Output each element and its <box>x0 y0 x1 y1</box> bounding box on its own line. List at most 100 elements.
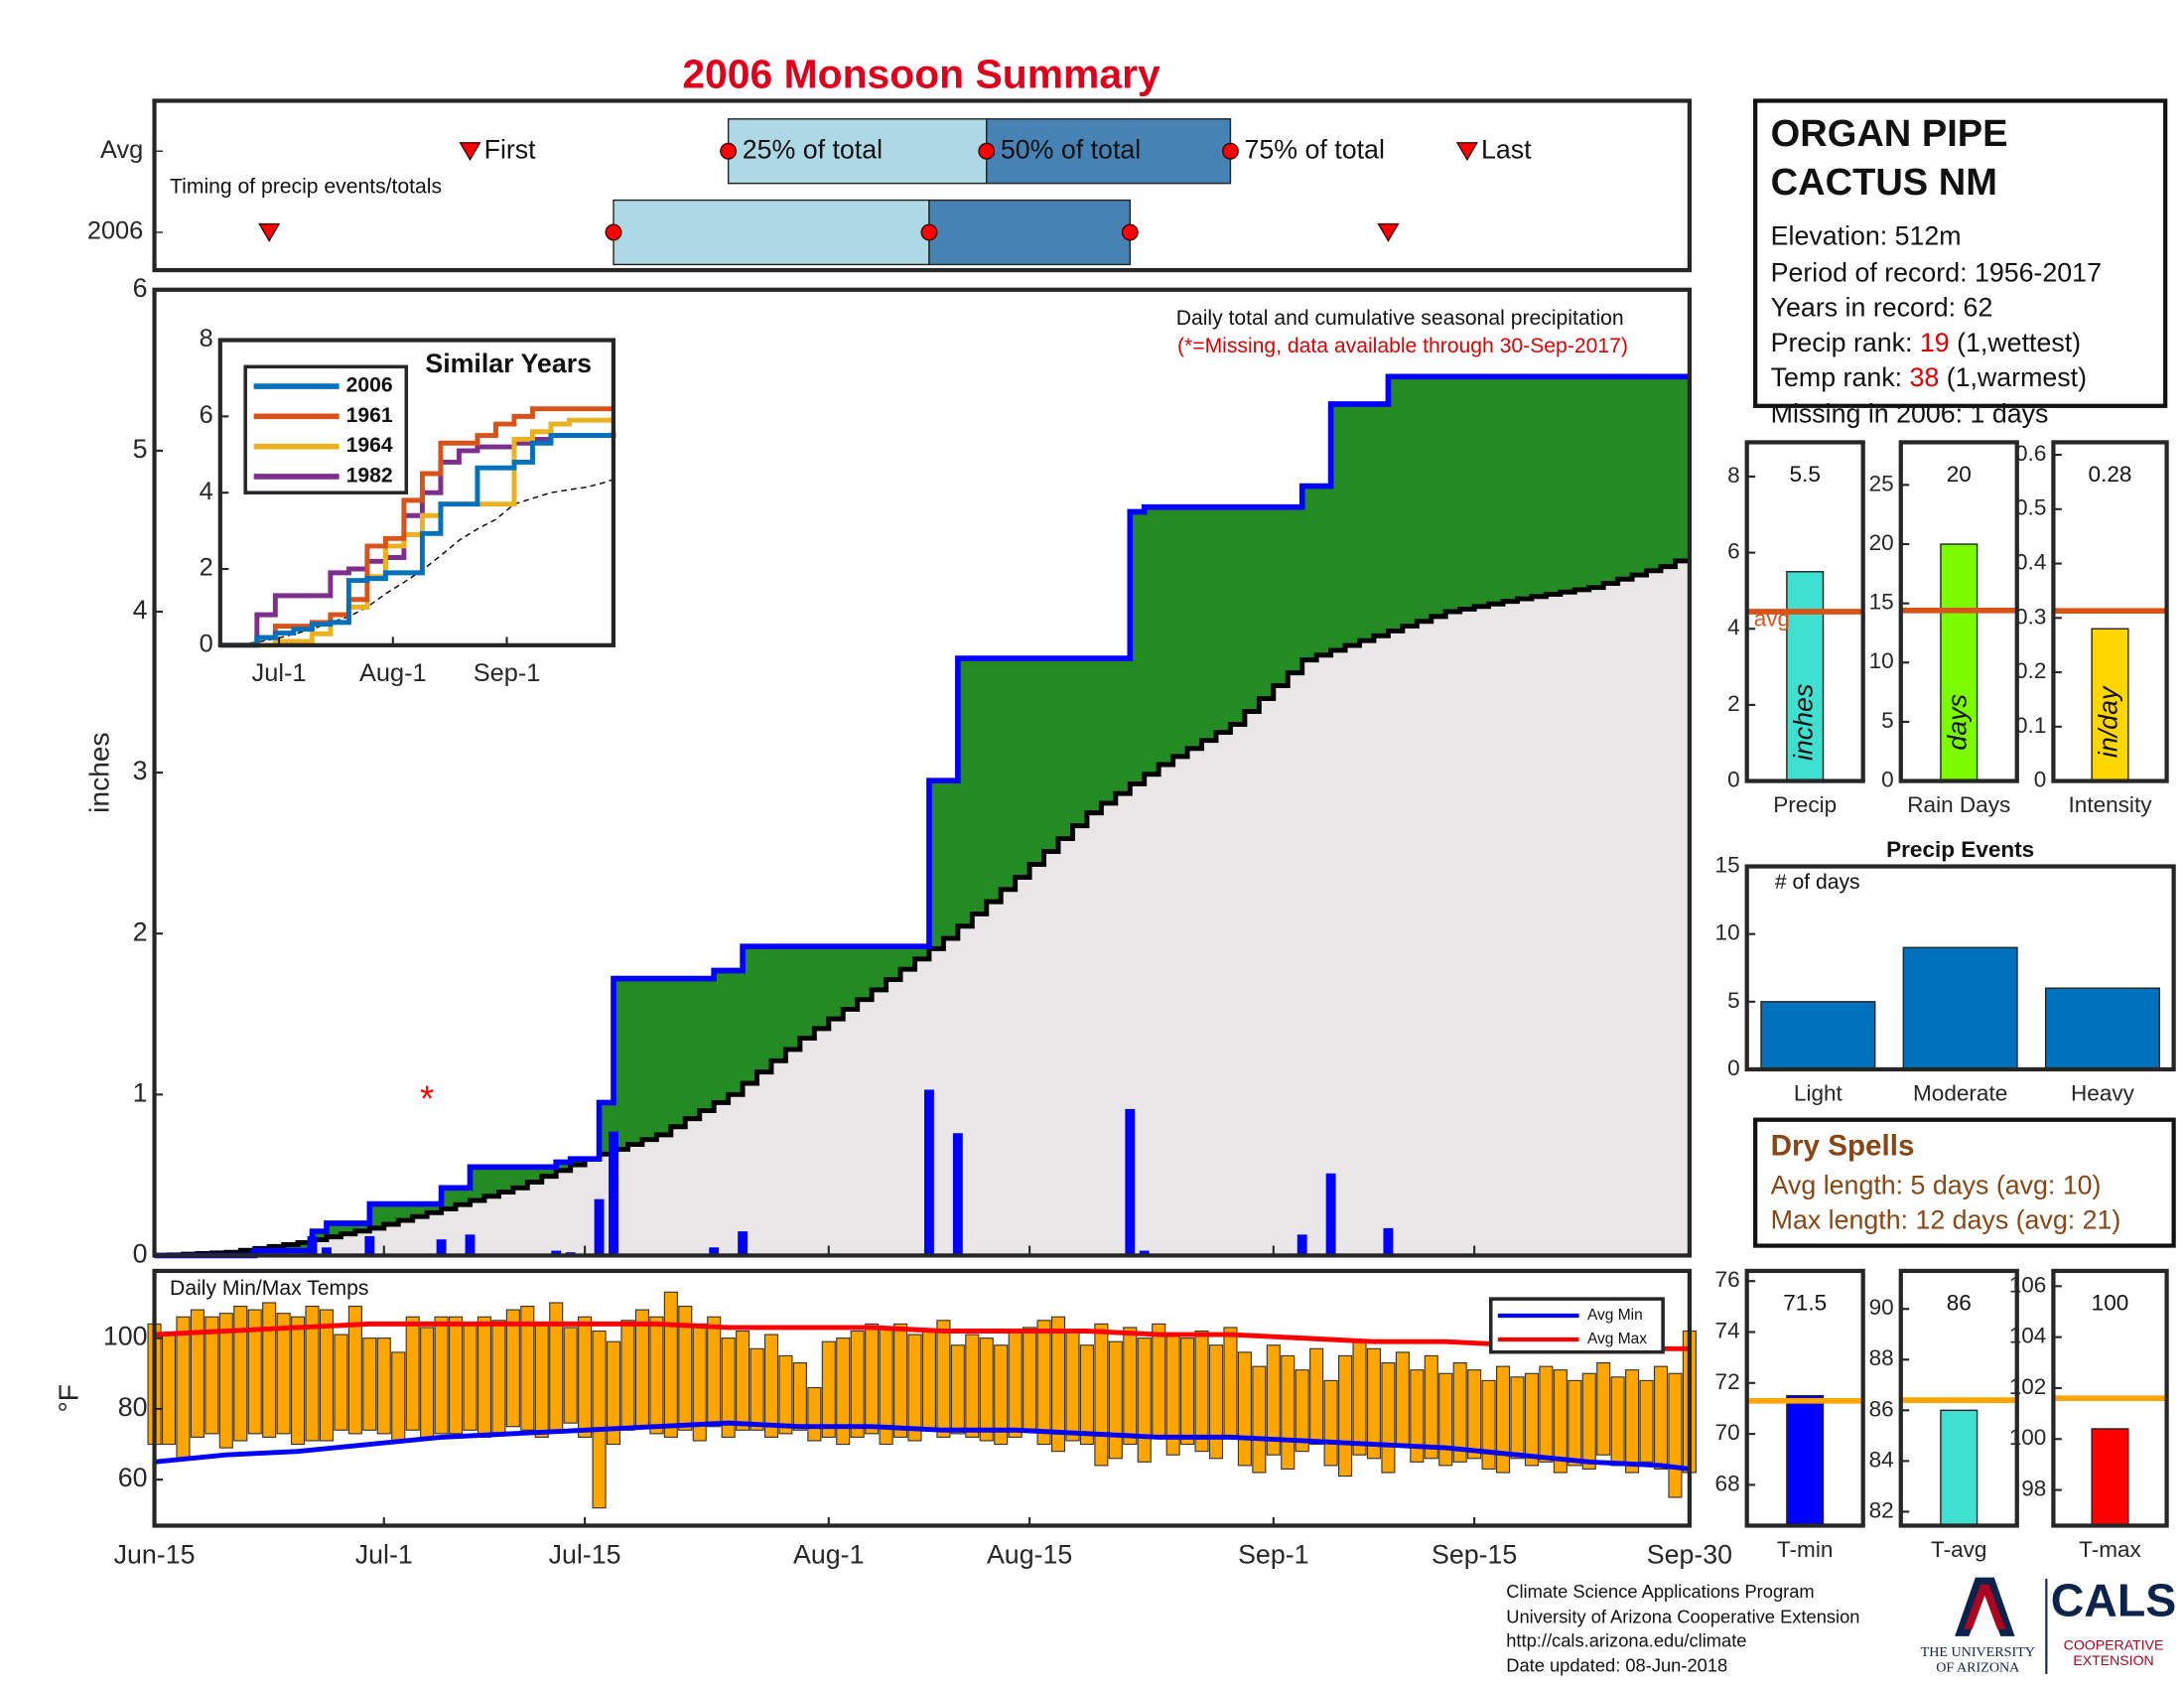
temp-range-bar <box>233 1306 248 1442</box>
y-tick-label: 80 <box>118 1392 148 1422</box>
legend-label: Avg Max <box>1587 1331 1647 1347</box>
daily-precip-bar <box>1383 1227 1394 1256</box>
cals-logo: CALS <box>2051 1575 2177 1626</box>
temp-range-bar <box>1137 1337 1152 1463</box>
temp-range-bar <box>1050 1316 1066 1453</box>
temp-range-bar <box>950 1344 965 1435</box>
temp-range-bar <box>434 1316 449 1435</box>
cumulative-precip <box>154 373 1690 1259</box>
temp-range-bar <box>448 1316 464 1435</box>
y-tick-label: 5 <box>1727 988 1740 1013</box>
temp-range-bar <box>763 1334 779 1438</box>
temp-range-bar <box>936 1320 951 1438</box>
x-tick-label: Aug-1 <box>793 1540 864 1570</box>
category-label: T-min <box>1777 1537 1833 1562</box>
daily-precip-bar <box>364 1235 375 1256</box>
bar <box>1786 571 1825 782</box>
temp-range-bar <box>865 1323 880 1435</box>
y-tick-label: 2 <box>1727 691 1740 716</box>
temp-range-bar <box>736 1330 751 1431</box>
temp-range-bar <box>721 1337 736 1438</box>
x-tick-label: Sep-1 <box>474 659 541 687</box>
category-label: Moderate <box>1913 1080 2007 1105</box>
daily-precip-bar <box>924 1089 934 1256</box>
y-tick-label: 4 <box>133 595 148 625</box>
temp-range-bar <box>807 1386 822 1442</box>
daily-precip-bar <box>1139 1250 1150 1256</box>
daily-precip-bar <box>465 1234 476 1256</box>
y-tick-label: 2 <box>133 916 148 946</box>
y-tick-label: 86 <box>1869 1396 1894 1421</box>
temp-range-bar <box>707 1316 722 1428</box>
y-tick-label: 25 <box>1869 471 1894 495</box>
value-label: 5.5 <box>1790 462 1821 487</box>
average-label: avg <box>1754 606 1790 631</box>
y-tick-label: 84 <box>1869 1447 1894 1472</box>
rank-note: (1,warmest) <box>1939 362 2087 392</box>
y-tick-label: 8 <box>1727 463 1740 488</box>
temp-range-bar <box>247 1309 262 1435</box>
legend-label: 1961 <box>346 404 393 427</box>
bar <box>2091 1428 2129 1527</box>
daily-precip-bar <box>551 1250 562 1256</box>
daily-precip-bar <box>952 1133 963 1256</box>
x-tick-label: Jul-1 <box>355 1540 413 1570</box>
station-missing: Missing in 2006: 1 days <box>1771 399 2049 429</box>
daily-precip-bar <box>1297 1234 1307 1256</box>
temp-range-bar <box>1223 1327 1238 1438</box>
y-tick-label: 20 <box>1869 530 1894 555</box>
temp-range-bar <box>376 1337 391 1435</box>
station-elevation: Elevation: 512m <box>1771 221 1962 251</box>
rank-label: Temp rank: <box>1771 362 1910 392</box>
temp-range-bar <box>907 1334 922 1442</box>
category-label: Rain Days <box>1907 792 2010 817</box>
x-tick-label: Aug-1 <box>359 659 427 687</box>
y-tick-label: 70 <box>1715 1420 1740 1445</box>
category-label: Intensity <box>2069 792 2153 817</box>
temp-range-bar <box>1065 1330 1080 1442</box>
temp-range-bar <box>1581 1372 1596 1471</box>
timing-subtitle: Timing of precip events/totals <box>170 175 442 198</box>
row-label: Avg <box>100 136 143 164</box>
y-tick-label: 104 <box>2009 1324 2047 1348</box>
temp-range-bar <box>821 1340 836 1438</box>
y-tick-label: 72 <box>1715 1369 1740 1394</box>
dry-spells-line: Max length: 12 days (avg: 21) <box>1771 1205 2121 1235</box>
surplus-area <box>154 376 1690 1256</box>
value-label: 100 <box>2092 1291 2129 1316</box>
temp-rank: Temp rank: 38 (1,warmest) <box>1771 362 2087 392</box>
missing-marker: * <box>420 1078 434 1119</box>
x-tick-label: Sep-30 <box>1647 1540 1732 1570</box>
daily-precip-bar <box>249 1250 260 1256</box>
station-name: ORGAN PIPE <box>1771 113 2008 155</box>
temp-range-bar <box>305 1306 320 1442</box>
legend-label: 2006 <box>346 374 393 397</box>
timing-marker <box>1455 142 1478 162</box>
temp-range-bar <box>1653 1365 1669 1471</box>
y-axis-label: °F <box>52 1384 83 1413</box>
axes-frame <box>1744 1268 1865 1528</box>
marker-label: First <box>484 134 537 164</box>
ua-text: THE UNIVERSITY <box>1921 1644 2035 1660</box>
rank-value: 38 <box>1909 362 1939 392</box>
temp-range-bar <box>965 1334 980 1438</box>
x-tick-label: Sep-15 <box>1432 1540 1517 1570</box>
y-tick-label: 2 <box>200 554 213 582</box>
temp-range-bar <box>1395 1351 1410 1446</box>
similar-year-line <box>219 431 616 648</box>
legend-label: Avg Min <box>1587 1307 1643 1324</box>
temp-range-bar <box>1539 1365 1554 1463</box>
legend-label: 1964 <box>346 434 393 457</box>
temp-range-bar <box>1668 1372 1683 1498</box>
y-tick-label: 102 <box>2009 1374 2047 1399</box>
value-label: 20 <box>1947 462 1972 487</box>
temp-range-bar <box>921 1330 937 1431</box>
daily-precip-bar <box>1325 1173 1336 1256</box>
temp-range-bar <box>1568 1379 1582 1467</box>
timing-marker <box>978 142 996 160</box>
bar <box>1786 1394 1825 1527</box>
temp-range-bar <box>1467 1369 1482 1460</box>
temp-range-bar <box>1323 1379 1338 1467</box>
y-tick-label: 6 <box>200 401 213 429</box>
timing-box <box>986 118 1232 185</box>
